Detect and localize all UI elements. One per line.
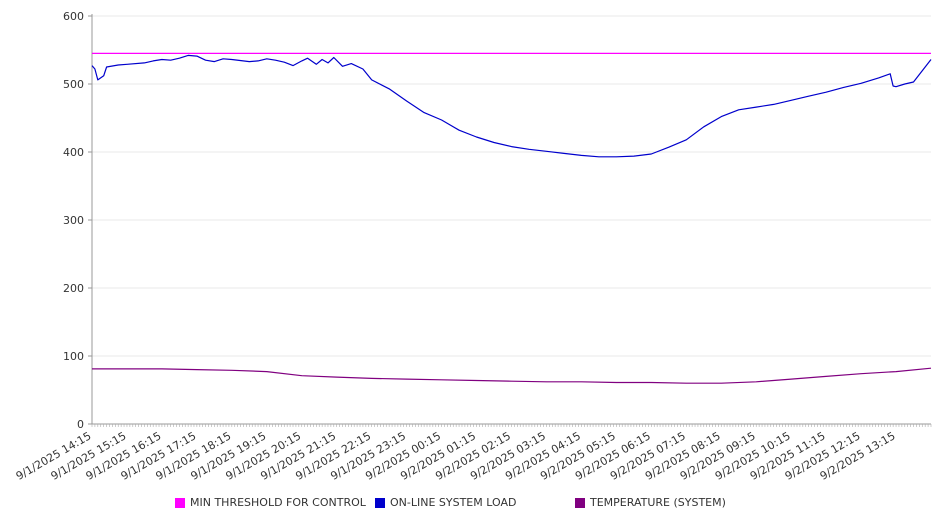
legend-swatch-threshold (175, 497, 185, 508)
y-tick-labels: 0 100 200 300 400 500 600 (63, 10, 84, 431)
legend-item-load[interactable]: ON-LINE SYSTEM LOAD (375, 496, 516, 509)
series-line-load (91, 54, 932, 158)
line-chart: 0 100 200 300 400 500 600 9/1/2025 14:159/1/20… (14, 10, 932, 483)
legend-label-load: ON-LINE SYSTEM LOAD (390, 496, 517, 509)
grid-lines (92, 15, 931, 357)
legend: MIN THRESHOLD FOR CONTROL ON-LINE SYSTEM… (0, 496, 946, 516)
axes (88, 14, 932, 427)
legend-label-threshold: MIN THRESHOLD FOR CONTROL (190, 496, 366, 509)
legend-item-temperature[interactable]: TEMPERATURE (SYSTEM) (575, 496, 726, 509)
y-tick-label: 600 (63, 10, 84, 23)
y-tick-label: 400 (63, 146, 84, 159)
legend-label-temperature: TEMPERATURE (SYSTEM) (590, 496, 726, 509)
legend-swatch-temperature (575, 497, 585, 508)
y-tick-label: 300 (63, 214, 84, 227)
series-lines (91, 52, 932, 384)
y-tick-label: 100 (63, 350, 84, 363)
legend-swatch-load (375, 497, 385, 508)
legend-item-threshold[interactable]: MIN THRESHOLD FOR CONTROL (175, 496, 366, 509)
y-tick-label: 200 (63, 282, 84, 295)
y-tick-label: 500 (63, 78, 84, 91)
series-line-temperature (92, 367, 932, 384)
x-tick-labels: 9/1/2025 14:159/1/2025 15:159/1/2025 16:… (14, 429, 898, 483)
y-tick-label: 0 (77, 418, 84, 431)
